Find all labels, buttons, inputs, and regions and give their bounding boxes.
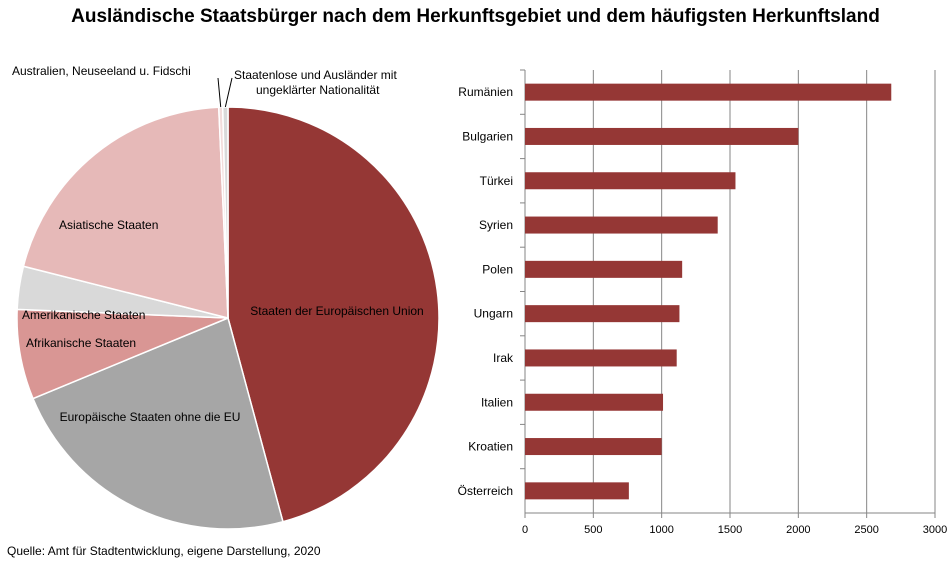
- pie-label-europe-non-eu: Europäische Staaten ohne die EU: [60, 410, 241, 424]
- chart-title: Ausländische Staatsbürger nach dem Herku…: [71, 6, 880, 27]
- bar-2: [525, 172, 736, 190]
- bar-3: [525, 216, 718, 234]
- y-category-label-7: Italien: [481, 395, 513, 409]
- leader-line-oceania: [217, 77, 222, 108]
- x-tick-label-1000: 1000: [649, 524, 673, 536]
- bar-0: [525, 83, 892, 101]
- x-tick-label-0: 0: [522, 524, 528, 536]
- y-category-label-3: Syrien: [479, 218, 513, 232]
- y-category-label-4: Polen: [482, 262, 513, 276]
- y-category-label-8: Kroatien: [468, 440, 513, 454]
- y-category-label-6: Irak: [493, 351, 514, 365]
- x-tick-label-1500: 1500: [718, 524, 742, 536]
- y-category-label-9: Österreich: [458, 484, 513, 498]
- x-tick-label-2500: 2500: [854, 524, 878, 536]
- pie-label-stateless: Staatenlose und Ausländer mit ungeklärter…: [234, 68, 397, 97]
- pie-label-oceania: Australien, Neuseeland u. Fidschi: [12, 64, 191, 78]
- bar-8: [525, 438, 662, 456]
- pie-slice-eu: [227, 106, 440, 523]
- pie-label-asia: Asiatische Staaten: [59, 218, 158, 232]
- pie-slice-europe-non-eu: [32, 316, 284, 530]
- y-category-label-1: Bulgarien: [462, 129, 513, 143]
- y-category-label-0: Rumänien: [458, 85, 513, 99]
- x-tick-label-2000: 2000: [786, 524, 810, 536]
- source-note: Quelle: Amt für Stadtentwicklung, eigene…: [7, 544, 321, 558]
- bar-9: [525, 482, 629, 500]
- y-category-label-2: Türkei: [480, 174, 513, 188]
- pie-chart: Staaten der Europäischen Union Europäisch…: [12, 64, 440, 530]
- bar-6: [525, 349, 677, 367]
- bar-7: [525, 393, 664, 411]
- pie-label-eu: Staaten der Europäischen Union: [250, 304, 423, 318]
- bar-chart: 0 500 1000 1500 2000 2500 3000 Rumänien Bulgarie…: [458, 69, 947, 536]
- bar-1: [525, 127, 799, 145]
- x-tick-label-500: 500: [584, 524, 602, 536]
- pie-label-america: Amerikanische Staaten: [22, 308, 145, 322]
- bar-5: [525, 305, 680, 323]
- y-category-label-5: Ungarn: [474, 307, 513, 321]
- x-tick-label-3000: 3000: [923, 524, 947, 536]
- pie-label-africa: Afrikanische Staaten: [26, 336, 136, 350]
- bar-4: [525, 260, 683, 278]
- leader-line-stateless: [224, 77, 233, 108]
- pie-slice-asia: [22, 106, 229, 319]
